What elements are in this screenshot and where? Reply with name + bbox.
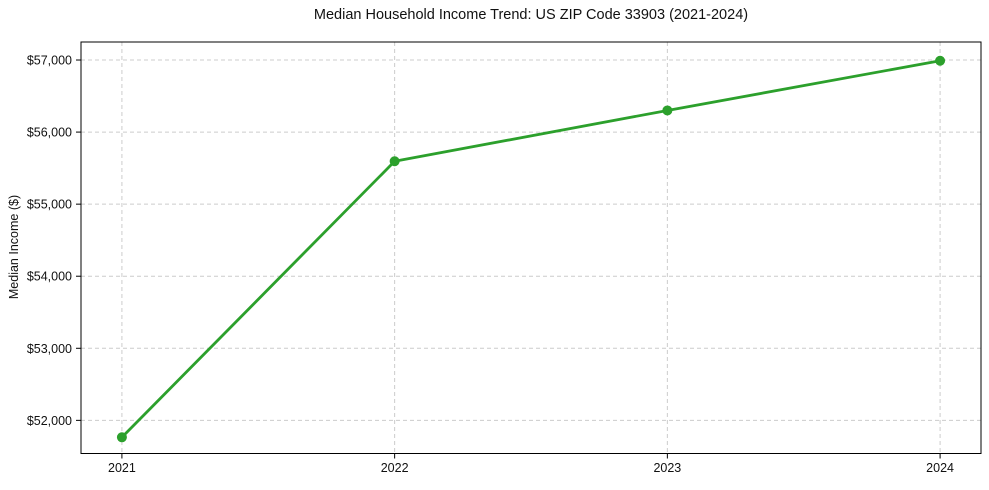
y-tick-label: $53,000 xyxy=(27,342,72,356)
plot-border xyxy=(80,41,982,454)
x-tick-label: 2022 xyxy=(381,461,409,475)
y-tick-label: $55,000 xyxy=(27,198,72,212)
data-point-marker xyxy=(389,156,400,167)
y-tick-label: $54,000 xyxy=(27,270,72,284)
y-tick-label: $57,000 xyxy=(27,54,72,68)
x-tick-label: 2023 xyxy=(653,461,681,475)
x-tick-label: 2024 xyxy=(926,461,954,475)
data-point-marker xyxy=(116,432,127,443)
data-point-marker xyxy=(662,105,673,116)
data-point-marker xyxy=(935,55,946,66)
y-tick-label: $52,000 xyxy=(27,414,72,428)
trend-line xyxy=(120,59,942,439)
y-tick-label: $56,000 xyxy=(27,126,72,140)
chart-title: Median Household Income Trend: US ZIP Co… xyxy=(313,7,749,23)
x-tick-label: 2021 xyxy=(108,461,136,475)
